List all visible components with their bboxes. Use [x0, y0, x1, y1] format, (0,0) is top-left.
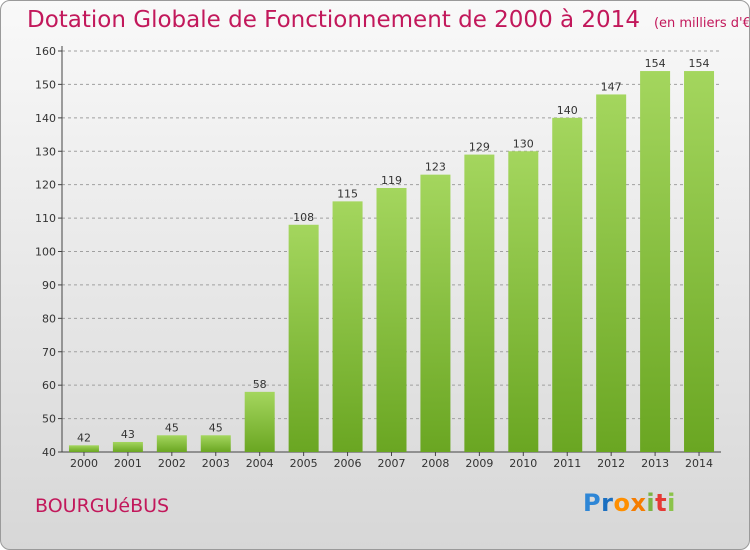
bar — [464, 154, 495, 452]
y-tick-label: 120 — [35, 179, 56, 192]
bar-value-label: 43 — [121, 428, 135, 441]
bar — [288, 224, 319, 452]
x-tick-label: 2013 — [641, 457, 669, 470]
x-tick-label: 2011 — [553, 457, 581, 470]
x-tick-label: 2012 — [597, 457, 625, 470]
chart-subtitle: (en milliers d'€) — [653, 16, 750, 31]
bar — [376, 188, 407, 452]
y-tick-label: 110 — [35, 212, 56, 225]
bar — [640, 71, 671, 453]
x-tick-label: 2007 — [378, 457, 406, 470]
bar-value-label: 119 — [381, 174, 402, 187]
bar — [244, 391, 275, 452]
x-tick-label: 2010 — [509, 457, 537, 470]
bar — [684, 71, 715, 453]
bar — [68, 445, 99, 452]
bar-value-label: 58 — [253, 378, 267, 391]
bar-value-label: 123 — [425, 161, 446, 174]
bar-value-label: 147 — [601, 80, 622, 93]
bar — [508, 151, 539, 452]
bar — [200, 435, 231, 452]
bar-value-label: 154 — [689, 57, 710, 70]
bar-value-label: 45 — [209, 421, 223, 434]
bar — [156, 435, 187, 452]
title-text: Dotation Globale de Fonctionnement de 20… — [27, 7, 640, 33]
y-tick-label: 100 — [35, 246, 56, 259]
x-tick-label: 2003 — [202, 457, 230, 470]
y-tick-label: 160 — [35, 45, 56, 58]
chart-title: Dotation Globale de Fonctionnement de 20… — [27, 7, 750, 33]
y-tick-label: 50 — [42, 413, 56, 426]
y-tick-label: 130 — [35, 145, 56, 158]
bar-value-label: 154 — [645, 57, 666, 70]
y-tick-label: 150 — [35, 78, 56, 91]
x-tick-label: 2009 — [465, 457, 493, 470]
bar-value-label: 130 — [513, 137, 534, 150]
bar-value-label: 140 — [557, 104, 578, 117]
x-tick-label: 2004 — [246, 457, 274, 470]
y-tick-label: 60 — [42, 379, 56, 392]
bar — [420, 174, 451, 452]
x-tick-label: 2000 — [70, 457, 98, 470]
bar — [596, 94, 627, 453]
bar-value-label: 45 — [165, 421, 179, 434]
x-tick-label: 2001 — [114, 457, 142, 470]
bar-value-label: 115 — [337, 187, 358, 200]
proxiti-logo: Proxiti — [583, 489, 676, 517]
y-tick-label: 80 — [42, 312, 56, 325]
bar — [332, 201, 363, 452]
y-tick-label: 140 — [35, 112, 56, 125]
bar — [112, 441, 143, 452]
bar-value-label: 108 — [293, 211, 314, 224]
bar — [552, 117, 583, 452]
y-tick-label: 90 — [42, 279, 56, 292]
x-tick-label: 2006 — [334, 457, 362, 470]
y-tick-label: 70 — [42, 346, 56, 359]
bar-value-label: 42 — [77, 431, 91, 444]
town-name: BOURGUéBUS — [35, 495, 170, 517]
x-tick-label: 2014 — [685, 457, 713, 470]
x-tick-label: 2008 — [421, 457, 449, 470]
x-tick-label: 2005 — [290, 457, 318, 470]
bar-value-label: 129 — [469, 141, 490, 154]
y-tick-label: 40 — [42, 446, 56, 459]
x-tick-label: 2002 — [158, 457, 186, 470]
